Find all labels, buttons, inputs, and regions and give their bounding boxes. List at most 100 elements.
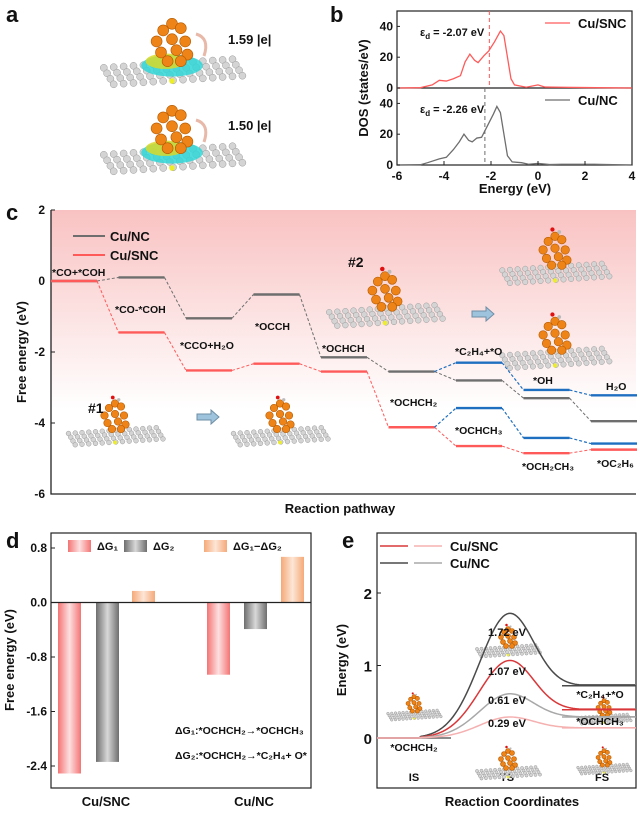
carbon-atom	[428, 311, 435, 318]
y-tick-label: -6	[34, 487, 45, 501]
carbon-atom	[189, 162, 197, 170]
carbon-atom	[557, 357, 564, 364]
carbon-atom	[100, 151, 108, 159]
carbon-atom	[499, 267, 506, 274]
carbon-atom	[388, 314, 395, 321]
carbon-atom	[427, 715, 432, 719]
branch-connector	[501, 362, 524, 391]
carbon-atom	[529, 363, 536, 370]
copper-atom	[411, 700, 417, 706]
carbon-atom	[529, 278, 536, 285]
charge-transfer-arrow-icon	[195, 32, 208, 57]
carbon-atom	[537, 264, 544, 271]
copper-atom	[272, 424, 282, 434]
carbon-atom	[126, 160, 134, 169]
carbon-atom	[355, 316, 363, 323]
carbon-atom	[529, 773, 533, 778]
copper-atom	[541, 253, 552, 263]
carbon-atom	[511, 774, 515, 779]
carbon-atom	[593, 265, 600, 272]
carbon-atom	[407, 303, 414, 310]
carbon-atom	[415, 317, 422, 324]
carbon-atom	[208, 73, 217, 82]
carbon-atom	[606, 770, 610, 774]
carbon-atom	[568, 262, 575, 269]
carbon-atom	[119, 438, 126, 445]
carbon-atom	[412, 312, 419, 319]
legend-label: Cu/NC	[450, 556, 490, 571]
carbon-atom	[591, 261, 598, 268]
carbon-atom	[557, 315, 562, 319]
structure-label: #2	[348, 254, 364, 270]
copper-atom	[179, 35, 191, 48]
bar-dg2-cu-nc	[244, 602, 267, 630]
carbon-atom	[109, 150, 118, 158]
carbon-atom	[593, 350, 600, 357]
copper-atom	[175, 109, 187, 121]
structure-label: #1	[88, 400, 104, 416]
carbon-atom	[439, 315, 446, 322]
state-label: *C₂H₄+*O	[576, 689, 623, 701]
carbon-atom	[146, 437, 153, 443]
x-tick-label: -4	[439, 169, 450, 183]
y-tick-label: 40	[380, 19, 394, 33]
energy-cu-nc-connector	[96, 276, 119, 282]
carbon-atom	[578, 351, 585, 358]
state-label: *OCHCH₂	[390, 742, 438, 754]
sulfur-atom	[602, 771, 606, 774]
carbon-atom	[529, 265, 536, 272]
copper-atom	[498, 634, 504, 640]
carbon-atom	[629, 718, 633, 723]
carbon-atom	[514, 364, 521, 371]
carbon-atom	[420, 312, 427, 319]
copper-atom	[500, 639, 506, 645]
carbon-atom	[488, 654, 493, 658]
carbon-atom	[159, 77, 167, 85]
carbon-atom	[580, 772, 584, 776]
legend-label: Cu/NC	[110, 229, 150, 244]
copper-atom	[155, 133, 167, 146]
carbon-atom	[334, 322, 341, 329]
carbon-atom	[529, 350, 536, 357]
intermediate-label: H₂O	[606, 381, 626, 393]
legend-label: ΔG₂	[153, 541, 174, 553]
intermediate-label: *OH	[533, 375, 553, 387]
copper-atom	[269, 403, 279, 413]
copper-atom	[498, 756, 504, 762]
copper-atom	[175, 142, 187, 154]
carbon-atom	[586, 265, 592, 272]
y-tick-label: 2	[364, 586, 372, 603]
copper-atom	[175, 22, 187, 35]
branch-connector	[434, 362, 457, 373]
carbon-atom	[425, 307, 433, 314]
carbon-atom	[218, 143, 227, 151]
structure-1b	[230, 399, 331, 448]
legend-label: Cu/NC	[578, 93, 618, 108]
copper-atom	[150, 122, 163, 135]
carbon-atom	[542, 358, 549, 365]
carbon-atom	[606, 273, 613, 280]
bar-dg1-cu-nc	[207, 602, 230, 675]
carbon-atom	[199, 161, 207, 170]
carbon-atom	[336, 313, 344, 320]
carbon-atom	[409, 308, 417, 315]
carbon-atom	[106, 162, 115, 170]
y-tick-label: -2	[34, 345, 45, 359]
carbon-atom	[479, 776, 484, 781]
carbon-atom	[264, 440, 270, 446]
carbon-atom	[109, 167, 118, 176]
y-tick-label: 0	[38, 274, 45, 288]
carbon-atom	[587, 721, 591, 725]
carbon-atom	[519, 359, 526, 366]
structure-cu-nc-charge-density	[100, 105, 247, 176]
carbon-atom	[591, 346, 598, 353]
y-axis-title: Free energy (eV)	[14, 301, 29, 403]
carbon-atom	[522, 279, 529, 285]
carbon-atom	[225, 154, 233, 162]
copper-atom	[500, 761, 506, 767]
carbon-atom	[350, 321, 357, 328]
carbon-atom	[358, 320, 365, 328]
carbon-atom	[339, 317, 346, 324]
carbon-atom	[179, 75, 187, 84]
carbon-atom	[555, 268, 562, 274]
